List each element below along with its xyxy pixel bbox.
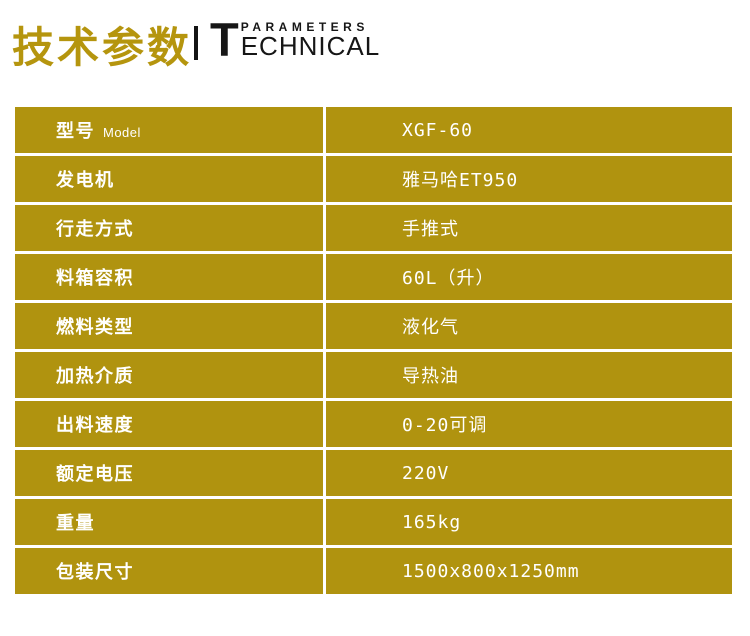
row-label: 燃料类型 [56,317,134,338]
table-row: 型号 Model XGF-60 [15,107,732,153]
row-label: 出料速度 [56,415,134,436]
spec-table: 型号 Model XGF-60 发电机 雅马哈ET950 行走方式 [15,107,732,594]
row-value: 60L（升） [402,268,495,289]
spec-label-cell: 包装尺寸 [15,548,323,594]
table-row: 发电机 雅马哈ET950 [15,156,732,202]
spec-label-inner: 加热介质 [56,362,134,388]
spec-value-cell: 220V [326,450,732,496]
spec-label-inner: 重量 [56,509,95,535]
spec-label-cell: 加热介质 [15,352,323,398]
spec-value-cell: 液化气 [326,303,732,349]
row-value: 220V [402,462,450,484]
spec-label-cell: 燃料类型 [15,303,323,349]
page-header: 技术参数 T PARAMETERS ECHNICAL [0,0,750,96]
table-row: 重量 165kg [15,499,732,545]
table-row: 行走方式 手推式 [15,205,732,251]
row-label: 行走方式 [56,219,134,240]
table-row: 额定电压 220V [15,450,732,496]
row-label: 型号 [56,121,95,142]
spec-label-cell: 出料速度 [15,401,323,447]
row-label: 加热介质 [56,366,134,387]
spec-value-cell: 导热油 [326,352,732,398]
logo-text-stack: PARAMETERS ECHNICAL [240,20,381,61]
row-value: 导热油 [402,366,459,387]
spec-value-cell: 0-20可调 [326,401,732,447]
row-value: 0-20可调 [402,415,488,436]
logo-echnical-text: ECHNICAL [240,31,381,61]
technical-parameters-logo: T PARAMETERS ECHNICAL [210,13,381,66]
spec-value-cell: 165kg [326,499,732,545]
spec-label-cell: 料箱容积 [15,254,323,300]
spec-value-cell: XGF-60 [326,107,732,153]
spec-label-inner: 燃料类型 [56,313,134,339]
spec-label-cell: 额定电压 [15,450,323,496]
row-label: 发电机 [56,170,115,191]
row-label: 包装尺寸 [56,562,134,583]
row-sublabel: Model [103,125,141,140]
table-row: 出料速度 0-20可调 [15,401,732,447]
spec-value-cell: 雅马哈ET950 [326,156,732,202]
table-row: 燃料类型 液化气 [15,303,732,349]
spec-value-cell: 60L（升） [326,254,732,300]
spec-label-cell: 重量 [15,499,323,545]
spec-label-inner: 行走方式 [56,215,134,241]
header-divider [194,26,198,60]
logo-initial-letter: T [210,13,239,66]
row-value: 手推式 [402,219,459,240]
table-row: 加热介质 导热油 [15,352,732,398]
table-row: 包装尺寸 1500x800x1250mm [15,548,732,594]
spec-label-inner: 发电机 [56,166,115,192]
logo-parameters-text: PARAMETERS [240,20,369,34]
spec-label-cell: 型号 Model [15,107,323,153]
row-value: XGF-60 [402,119,474,141]
spec-label-inner: 料箱容积 [56,264,134,290]
page-title: 技术参数 [12,23,193,72]
spec-label-inner: 包装尺寸 [56,558,134,584]
spec-value-cell: 手推式 [326,205,732,251]
spec-label-inner: 出料速度 [56,411,134,437]
spec-value-cell: 1500x800x1250mm [326,548,732,594]
row-value: 液化气 [402,317,459,338]
row-value: 雅马哈ET950 [402,170,519,191]
spec-label-cell: 行走方式 [15,205,323,251]
spec-label-cell: 发电机 [15,156,323,202]
row-label: 料箱容积 [56,268,134,289]
row-value: 165kg [402,511,462,533]
spec-label-inner: 型号 Model [56,117,141,143]
row-value: 1500x800x1250mm [402,560,580,582]
table-row: 料箱容积 60L（升） [15,254,732,300]
row-label: 重量 [56,513,95,534]
spec-label-inner: 额定电压 [56,460,134,486]
row-label: 额定电压 [56,464,134,485]
